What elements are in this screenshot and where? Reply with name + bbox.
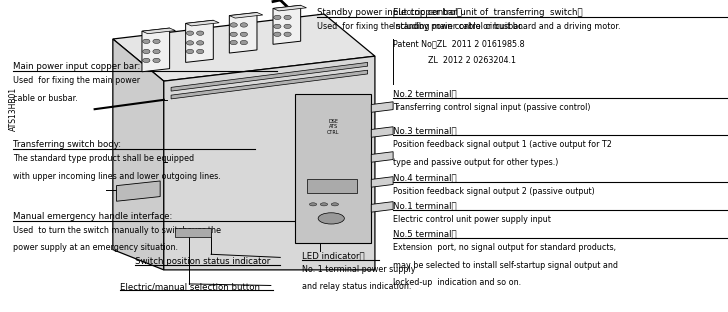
Polygon shape <box>186 20 219 26</box>
Circle shape <box>318 213 344 224</box>
Ellipse shape <box>240 23 248 27</box>
Text: Main power input copper bar:: Main power input copper bar: <box>13 62 141 71</box>
Text: Electric control unit power supply input: Electric control unit power supply input <box>393 215 551 224</box>
Ellipse shape <box>230 23 237 27</box>
Text: No.2 terminal：: No.2 terminal： <box>393 89 456 98</box>
Polygon shape <box>142 28 170 72</box>
Text: power supply at an emergency situation.: power supply at an emergency situation. <box>13 243 178 252</box>
Text: Electric control unit of  transferring  switch：: Electric control unit of transferring sw… <box>393 8 582 17</box>
Ellipse shape <box>284 32 291 37</box>
Ellipse shape <box>284 15 291 20</box>
Polygon shape <box>171 62 368 91</box>
Polygon shape <box>295 94 371 243</box>
Text: Extension  port, no signal output for standard products,: Extension port, no signal output for sta… <box>393 243 616 252</box>
Text: No.4 terminal：: No.4 terminal： <box>393 173 456 182</box>
Text: Position feedback signal output 2 (passive output): Position feedback signal output 2 (passi… <box>393 187 595 196</box>
Ellipse shape <box>143 49 150 54</box>
Text: Transferring switch body:: Transferring switch body: <box>13 140 122 149</box>
Text: LED indicator：: LED indicator： <box>302 251 365 260</box>
Ellipse shape <box>143 58 150 63</box>
Text: with upper incoming lines and lower outgoing lines.: with upper incoming lines and lower outg… <box>13 172 221 181</box>
Polygon shape <box>164 56 375 270</box>
Text: No.1 terminal：: No.1 terminal： <box>393 201 456 210</box>
Text: DSE
ATS
CTRL: DSE ATS CTRL <box>327 119 340 135</box>
Circle shape <box>320 203 328 206</box>
Text: ZL  2012 2 0263204.1: ZL 2012 2 0263204.1 <box>393 56 516 65</box>
Text: No.5 terminal：: No.5 terminal： <box>393 229 456 238</box>
Text: Used  for fixing the main power: Used for fixing the main power <box>13 76 141 85</box>
Ellipse shape <box>143 39 150 44</box>
Text: cable or busbar.: cable or busbar. <box>13 94 78 103</box>
Ellipse shape <box>197 49 204 54</box>
Polygon shape <box>116 181 160 201</box>
Text: No. 1 terminal power supply: No. 1 terminal power supply <box>302 265 416 274</box>
Ellipse shape <box>186 49 194 54</box>
Text: Transferring control signal input (passive control): Transferring control signal input (passi… <box>393 103 590 112</box>
Polygon shape <box>229 12 257 53</box>
Ellipse shape <box>284 24 291 29</box>
Circle shape <box>309 203 317 206</box>
Ellipse shape <box>186 41 194 45</box>
Text: ATS13HB01: ATS13HB01 <box>9 87 17 131</box>
Text: Position feedback signal output 1 (active output for T2: Position feedback signal output 1 (activ… <box>393 140 612 149</box>
Ellipse shape <box>197 31 204 35</box>
Ellipse shape <box>240 32 248 37</box>
Polygon shape <box>371 102 393 112</box>
Text: The standard type product shall be equipped: The standard type product shall be equip… <box>13 154 194 163</box>
Polygon shape <box>371 202 393 212</box>
Ellipse shape <box>153 58 160 63</box>
Polygon shape <box>113 14 375 81</box>
Polygon shape <box>371 127 393 137</box>
Ellipse shape <box>153 39 160 44</box>
Text: Switch position status indicator: Switch position status indicator <box>135 257 270 266</box>
Polygon shape <box>186 20 213 62</box>
Polygon shape <box>113 39 164 270</box>
Polygon shape <box>273 5 301 44</box>
Ellipse shape <box>240 40 248 45</box>
Polygon shape <box>273 5 306 11</box>
Circle shape <box>331 203 339 206</box>
Ellipse shape <box>197 41 204 45</box>
Ellipse shape <box>230 32 237 37</box>
Text: No.3 terminal：: No.3 terminal： <box>393 126 456 135</box>
Ellipse shape <box>153 49 160 54</box>
Ellipse shape <box>186 31 194 35</box>
Ellipse shape <box>274 15 281 20</box>
Text: may be selected to install self-startup signal output and: may be selected to install self-startup … <box>393 261 618 270</box>
Ellipse shape <box>274 32 281 37</box>
Text: Manual emergency handle interface:: Manual emergency handle interface: <box>13 212 173 221</box>
Polygon shape <box>142 28 175 34</box>
Text: and relay status indication.: and relay status indication. <box>302 282 411 291</box>
Text: Electric/manual selection button: Electric/manual selection button <box>120 282 260 291</box>
Text: Used  for fixing the standby power cable or busbar.: Used for fixing the standby power cable … <box>317 22 523 31</box>
Polygon shape <box>371 152 393 162</box>
Text: locked-up  indication and so on.: locked-up indication and so on. <box>393 278 521 287</box>
Text: Standby power input copper bar：: Standby power input copper bar： <box>317 8 462 17</box>
Ellipse shape <box>230 40 237 45</box>
Bar <box>307 179 357 193</box>
Polygon shape <box>229 12 263 18</box>
Polygon shape <box>171 70 368 99</box>
Ellipse shape <box>274 24 281 29</box>
Text: type and passive output for other types.): type and passive output for other types.… <box>393 158 558 167</box>
Bar <box>175 228 211 237</box>
Text: Patent No：ZL  2011 2 0161985.8: Patent No：ZL 2011 2 0161985.8 <box>393 39 525 48</box>
Polygon shape <box>371 177 393 187</box>
Text: Used  to turn the switch manually to switchover the: Used to turn the switch manually to swit… <box>13 226 221 235</box>
Text: Including main control circuit board and a driving motor.: Including main control circuit board and… <box>393 22 620 31</box>
